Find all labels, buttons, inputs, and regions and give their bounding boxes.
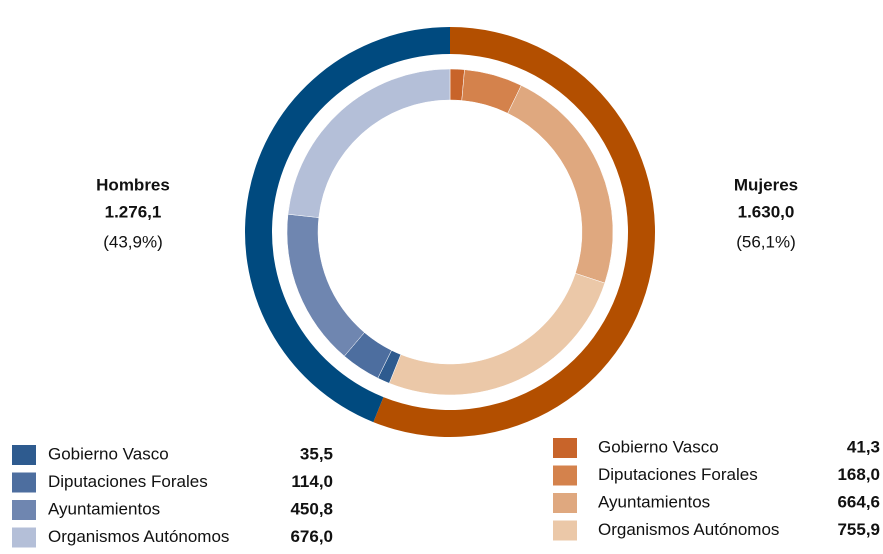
series-total: 1.630,0 xyxy=(738,202,795,221)
outer-segment xyxy=(245,27,450,423)
legend-label: Diputaciones Forales xyxy=(598,465,758,484)
legend-label: Gobierno Vasco xyxy=(598,437,719,456)
legend-swatch xyxy=(12,527,36,548)
series-total: 1.276,1 xyxy=(105,202,162,221)
legend-swatch xyxy=(12,472,36,493)
inner-segment xyxy=(287,68,451,218)
legend-label: Ayuntamientos xyxy=(598,492,710,511)
legend-value: 41,3 xyxy=(847,437,880,456)
legend-value: 755,9 xyxy=(837,520,880,539)
legend-label: Diputaciones Forales xyxy=(48,472,208,491)
legend-label: Organismos Autónomos xyxy=(48,527,229,546)
legend-swatch xyxy=(553,438,577,458)
legend-swatch xyxy=(12,445,36,465)
legend-swatch xyxy=(553,493,577,513)
series-share: (43,9%) xyxy=(103,232,163,251)
series-share: (56,1%) xyxy=(736,232,796,251)
legend-swatch xyxy=(553,520,577,541)
legend-swatch xyxy=(553,465,577,486)
series-name: Mujeres xyxy=(734,175,798,194)
legend-value: 676,0 xyxy=(290,527,333,546)
legend-label: Ayuntamientos xyxy=(48,499,160,518)
legend-label: Gobierno Vasco xyxy=(48,444,169,463)
legend-swatch xyxy=(12,500,36,520)
legend-value: 450,8 xyxy=(290,499,333,518)
legend-value: 35,5 xyxy=(300,444,333,463)
legend-value: 664,6 xyxy=(837,492,880,511)
legend-value: 114,0 xyxy=(291,472,333,491)
legend-value: 168,0 xyxy=(837,465,880,484)
legend-label: Organismos Autónomos xyxy=(598,520,779,539)
series-name: Hombres xyxy=(96,175,170,194)
